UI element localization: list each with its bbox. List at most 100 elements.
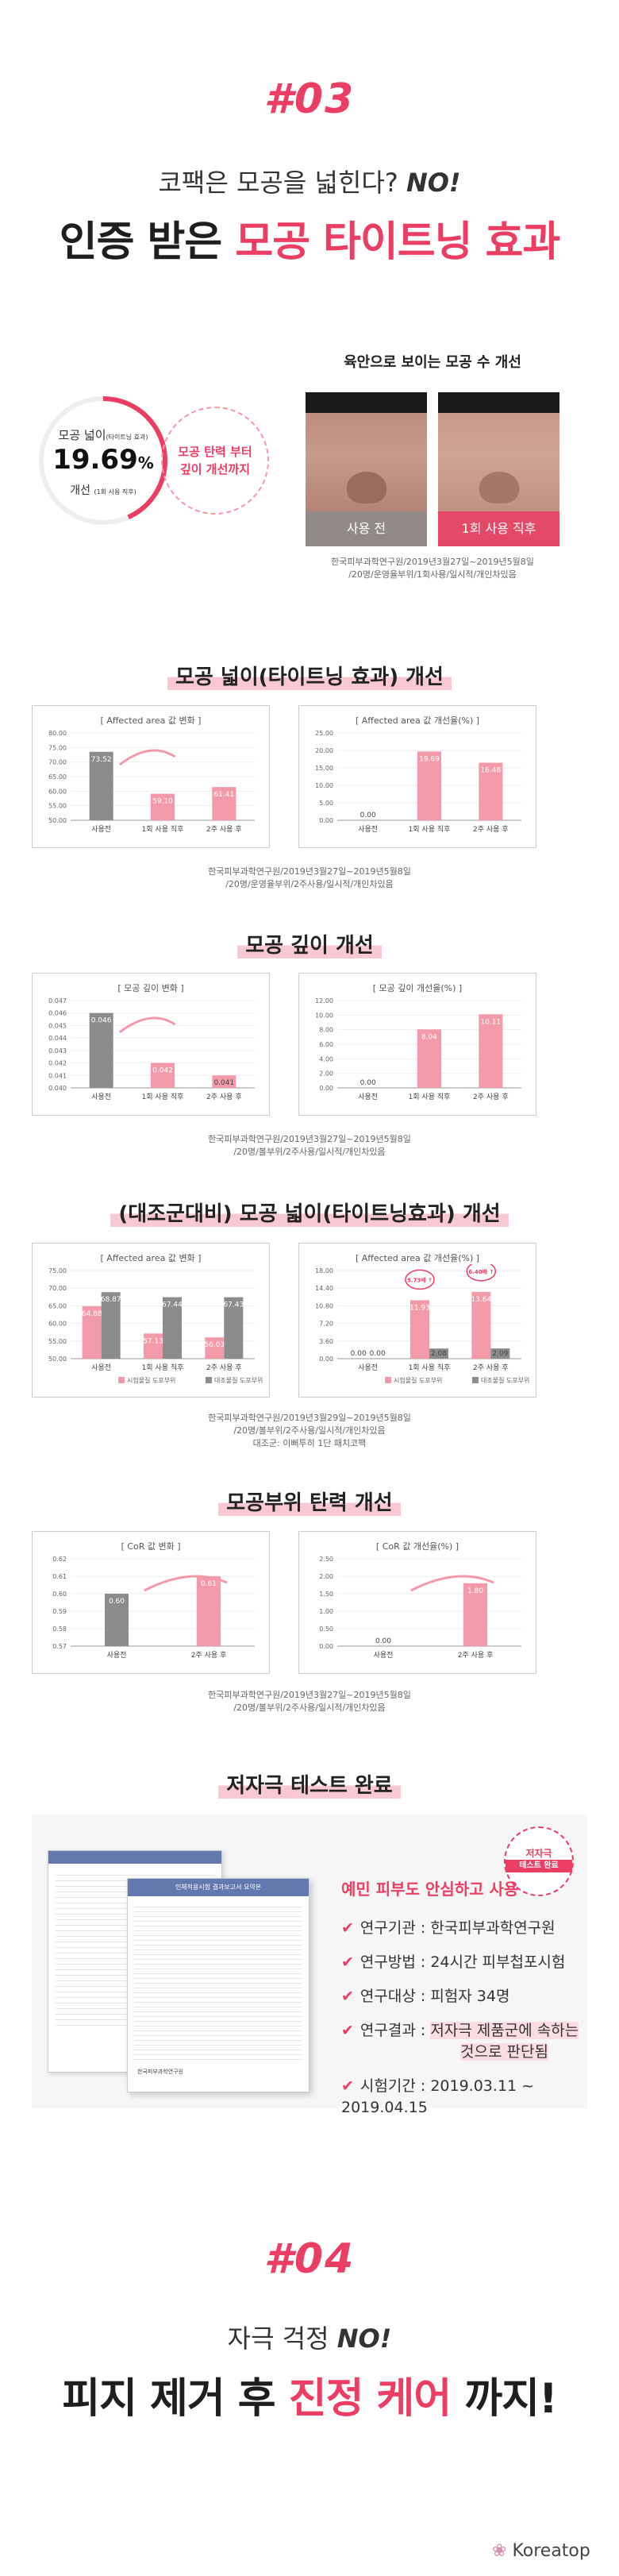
subtitle-no: NO! <box>336 2323 392 2354</box>
data-label: 2.09 <box>492 1350 508 1358</box>
data-label: 10.11 <box>480 1018 501 1026</box>
chart-title: [ 모공 깊이 개선율(%) ] <box>372 983 463 993</box>
data-label: 0.61 <box>201 1580 217 1588</box>
data-label: 19.69 <box>419 755 440 763</box>
y-tick-label: 50.00 <box>48 1355 67 1363</box>
bar <box>101 1292 121 1359</box>
x-tick-label: 1회 사용 직후 <box>142 1093 184 1101</box>
y-tick-label: 0.00 <box>319 1085 333 1092</box>
x-tick-label: 2주 사용 후 <box>473 1093 509 1101</box>
check-icon: ✔ <box>341 1919 354 1937</box>
info-value: 2019.03.11 ~ 2019.04.15 <box>341 2077 535 2116</box>
title-part-a: 인증 받은 <box>59 218 222 266</box>
chart-title: [ CoR 값 개선율(%) ] <box>375 1541 459 1552</box>
y-tick-label: 0.59 <box>52 1608 67 1615</box>
y-tick-label: 80.00 <box>48 730 67 737</box>
chart-title: [ CoR 값 변화 ] <box>121 1541 181 1552</box>
y-tick-label: 25.00 <box>315 730 333 737</box>
callout-label: 5.73배 ↑ <box>407 1276 433 1283</box>
doc-org: 한국피부과학연구원 <box>137 2069 183 2075</box>
note-line: 한국피부과학연구원/2019년3월29일~2019년5월8일 <box>208 1413 411 1423</box>
y-tick-label: 0.041 <box>48 1072 67 1079</box>
hl-title-text: (대조군대비) 모공 넓이(타이트닝효과) 개선 <box>110 1197 509 1227</box>
circle-line-1: 모공 탄력 부터 <box>178 445 252 459</box>
bar <box>479 1014 503 1088</box>
chart-panel: [ Affected area 값 변화 ] 75.00 70.00 65.00 60.… <box>32 1243 270 1398</box>
stat-value: 19.69% <box>36 444 171 476</box>
y-tick-label: 2.00 <box>319 1070 333 1078</box>
trend-arrow <box>144 1575 228 1592</box>
info-result: ✔ 연구결과 : 저자극 제품군에 속하는 것으로 판단됨 <box>341 2020 579 2063</box>
chart-title: [ Affected area 값 개선율(%) ] <box>355 715 480 726</box>
y-tick-label: 10.80 <box>315 1302 333 1309</box>
data-label: 57.13 <box>143 1337 163 1345</box>
y-tick-label: 0.57 <box>52 1643 67 1650</box>
trend-arrow <box>118 749 176 766</box>
info-value: 저자극 제품군에 속하는 <box>430 2022 579 2039</box>
note-line: 한국피부과학연구원/2019년3월27일~2019년5월8일 <box>331 557 534 567</box>
data-label: 56.03 <box>204 1341 225 1349</box>
y-tick-label: 75.00 <box>48 744 67 751</box>
y-tick-label: 4.00 <box>319 1055 333 1062</box>
x-tick-label: 사용전 <box>91 1363 111 1372</box>
check-icon: ✔ <box>341 2077 354 2095</box>
data-label: 16.48 <box>480 766 501 774</box>
eyebar <box>306 392 427 413</box>
data-label: 2.08 <box>431 1350 447 1358</box>
x-tick-label: 사용전 <box>91 825 111 834</box>
chart-panel: [ Affected area 값 개선율(%) ] 18.00 14.40 10.8… <box>298 1243 536 1398</box>
x-tick-label: 2주 사용 후 <box>206 825 242 834</box>
callout-label: 6.40배 ↑ <box>468 1268 494 1275</box>
hl-title-text: 모공 넓이(타이트닝 효과) 개선 <box>167 661 452 690</box>
info-period: ✔ 시험기간 : 2019.03.11 ~ 2019.04.15 <box>341 2076 579 2119</box>
stat-percent: % <box>137 453 154 472</box>
data-label: 8.04 <box>421 1033 437 1041</box>
bar <box>197 1576 221 1646</box>
y-tick-label: 0.00 <box>319 1643 333 1650</box>
data-label: 1.80 <box>467 1587 483 1595</box>
y-tick-label: 0.047 <box>48 997 67 1005</box>
y-tick-label: 20.00 <box>315 747 333 754</box>
nose-shape <box>347 472 386 503</box>
data-label: 73.52 <box>91 756 112 764</box>
chart-panel: [ Affected area 값 변화 ] 80.00 75.00 70.00 65.… <box>32 705 270 848</box>
control-note: 한국피부과학연구원/2019년3월29일~2019년5월8일/20명/볼부위/2… <box>0 1412 619 1450</box>
visible-note: 한국피부과학연구원/2019년3월27일~2019년5월8일/20명/운영율부위… <box>306 556 559 581</box>
y-tick-label: 0.045 <box>48 1022 67 1029</box>
data-label: 0.60 <box>109 1598 125 1606</box>
doc-title: 인체적용시험 결과보고서 요약본 <box>128 1879 309 1896</box>
doc-lines <box>134 1903 302 2061</box>
section-number-03: #03 <box>263 75 356 123</box>
before-label: 사용 전 <box>306 511 427 546</box>
chart-svg: 0.047 0.046 0.045 0.044 0.043 0.042 0.041 0.040… <box>48 997 255 1101</box>
note-line: /20명/운영율부위/2주사용/일시적/개인차있음 <box>225 879 394 889</box>
trend-arrow <box>410 1575 494 1592</box>
y-tick-label: 0.046 <box>48 1010 67 1017</box>
chart-svg: 80.00 75.00 70.00 65.00 60.00 55.00 50.00 사용전 73… <box>48 730 255 834</box>
chart-panel: [ CoR 값 변화 ] 0.62 0.61 0.60 0.59 0.58 0.57 사용전 0… <box>32 1531 270 1674</box>
stat-number: 19.69 <box>52 444 138 476</box>
title-part-a: 피지 제거 후 <box>62 2375 275 2423</box>
data-label: 11.93 <box>409 1304 430 1312</box>
bar <box>463 1583 487 1646</box>
chart-panel: [ Affected area 값 개선율(%) ] 25.00 20.00 15.0… <box>298 705 536 848</box>
chart-svg: 75.00 70.00 65.00 60.00 55.00 50.00 사용전 64.88 68… <box>48 1267 263 1384</box>
nose-shape <box>479 472 519 503</box>
note-line: /20명/운영율부위/1회사용/일시적/개인차있음 <box>348 569 517 580</box>
lotus-icon: ❀ <box>492 2541 507 2561</box>
irritation-info-list: ✔ 연구기관 : 한국피부과학연구원 ✔ 연구방법 : 24시간 피부첩포시험 ✔ 연… <box>341 1918 579 2131</box>
note-line: 한국피부과학연구원/2019년3월27일~2019년5월8일 <box>208 1134 411 1144</box>
y-tick-label: 15.00 <box>315 765 333 772</box>
y-tick-label: 10.00 <box>315 782 333 789</box>
stat-label2-sub: (1회 사용 직후) <box>94 488 136 496</box>
y-tick-label: 0.00 <box>319 1355 333 1363</box>
control-section-title: (대조군대비) 모공 넓이(타이트닝효과) 개선 <box>0 1197 619 1227</box>
chart-panel: [ 모공 깊이 변화 ] 0.047 0.046 0.045 0.044 0.043 0.0… <box>32 973 270 1116</box>
bar <box>163 1297 182 1359</box>
x-tick-label: 1회 사용 직후 <box>409 1363 451 1372</box>
hl-title-text: 저자극 테스트 완료 <box>218 1769 401 1799</box>
legend-label: 시험물질 도포부위 <box>127 1377 175 1384</box>
x-tick-label: 사용전 <box>91 1093 111 1101</box>
x-tick-label: 사용전 <box>358 1093 378 1101</box>
x-tick-label: 사용전 <box>374 1651 394 1660</box>
